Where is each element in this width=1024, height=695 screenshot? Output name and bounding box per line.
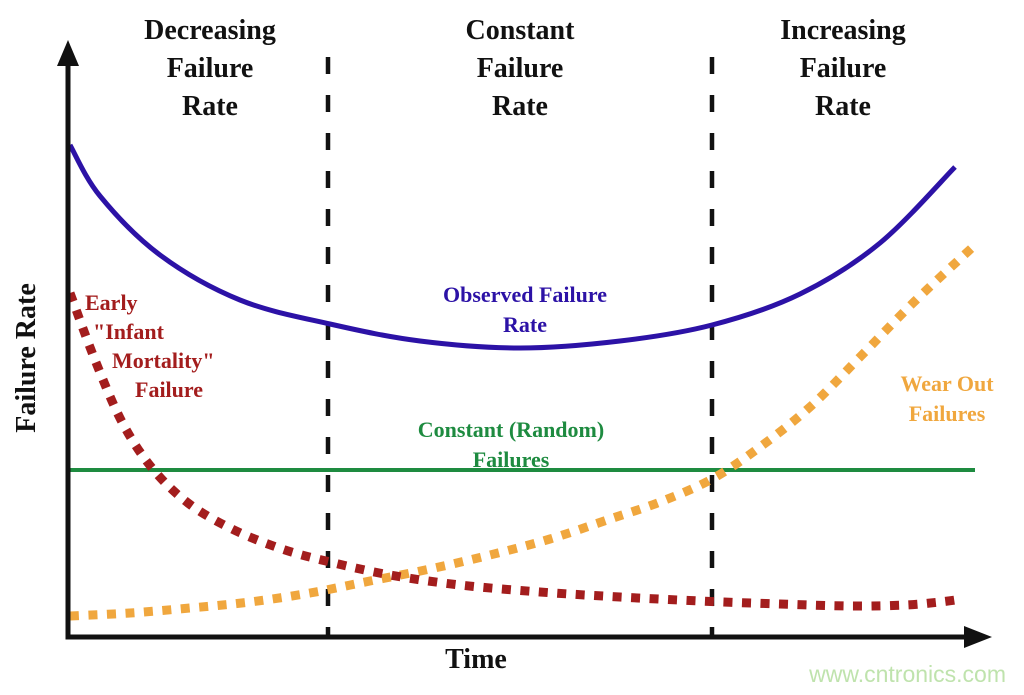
early-infant-mortality-label-line-1: Early: [85, 290, 138, 315]
y-axis-label: Failure Rate: [11, 283, 42, 433]
observed-failure-rate-curve: [67, 143, 957, 351]
observed-failure-rate-label: Observed Failure Rate: [443, 282, 607, 337]
early-infant-mortality-label-line-4: Failure: [135, 377, 204, 402]
region-header-constant: Constant Failure Rate: [465, 15, 575, 122]
x-axis-label: Time: [445, 644, 507, 675]
early-infant-mortality-failure-curve: [65, 291, 963, 611]
x-axis-arrowhead-icon: [964, 626, 992, 648]
region-header-decreasing: Decreasing Failure Rate: [144, 15, 276, 122]
region-header-increasing: Increasing Failure Rate: [780, 15, 906, 122]
wear-out-failures-label: Wear Out Failures: [900, 371, 994, 426]
constant-random-failures-label: Constant (Random) Failures: [417, 417, 605, 472]
wear-out-failures-curve: [69, 241, 979, 621]
y-axis-arrowhead-icon: [57, 40, 79, 66]
early-infant-mortality-label-line-3: Mortality": [112, 348, 215, 373]
early-infant-mortality-label-line-2: "Infant: [93, 319, 164, 344]
watermark: www.cntronics.com: [809, 661, 1006, 687]
